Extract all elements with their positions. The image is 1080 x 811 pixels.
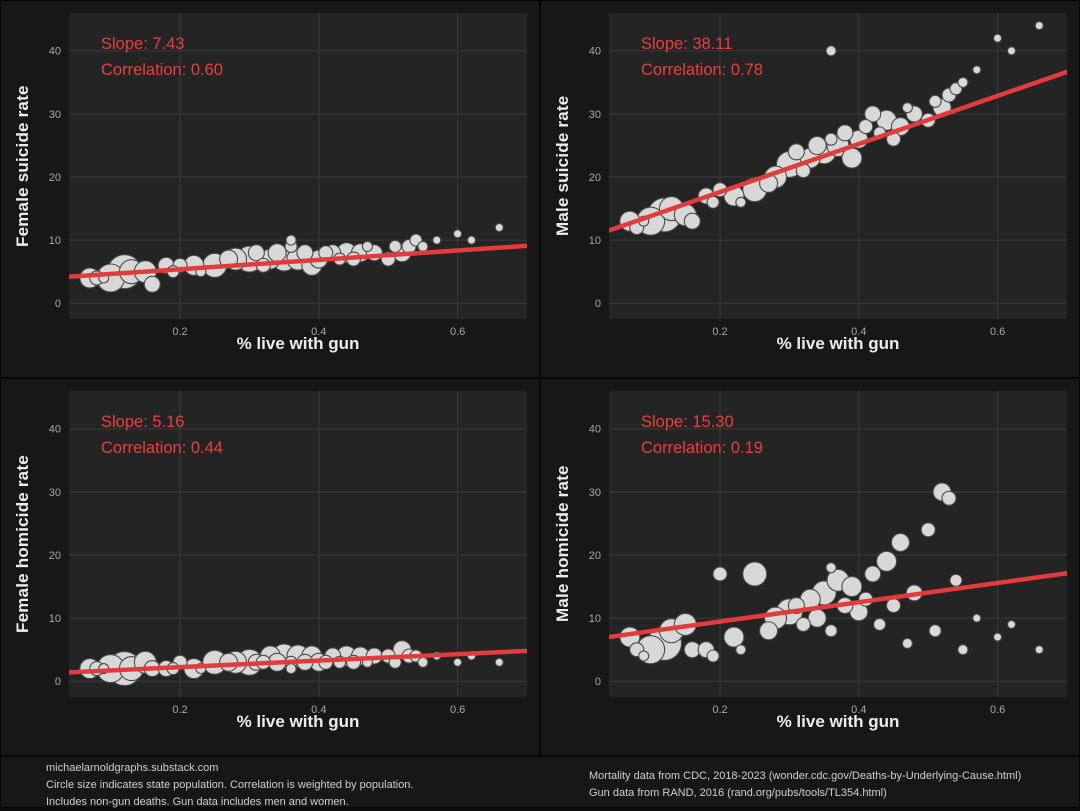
svg-text:20: 20 <box>589 172 601 184</box>
correlation-annotation: Correlation: 0.78 <box>641 61 763 79</box>
panel-female-suicide: 0 10 20 30 40 0.2 0.4 0.6 Female suicide rate S… <box>0 0 540 378</box>
y-axis-label: Male homicide rate <box>553 465 572 623</box>
slope-annotation: Slope: 15.30 <box>641 413 734 431</box>
svg-text:0.4: 0.4 <box>311 704 326 716</box>
svg-text:0.4: 0.4 <box>851 704 866 716</box>
svg-text:40: 40 <box>49 424 61 436</box>
correlation-annotation: Correlation: 0.19 <box>641 439 763 457</box>
annotation-block: Slope: 7.43 Correlation: 0.60 <box>101 31 223 83</box>
svg-text:30: 30 <box>589 487 601 499</box>
correlation-annotation: Correlation: 0.44 <box>101 439 223 457</box>
svg-text:0.2: 0.2 <box>172 704 187 716</box>
slope-annotation: Slope: 7.43 <box>101 35 185 53</box>
correlation-annotation: Correlation: 0.60 <box>101 61 223 79</box>
footer-note-deaths: Includes non-gun deaths. Gun data includ… <box>46 796 349 808</box>
y-axis-label: Female suicide rate <box>13 85 32 247</box>
svg-text:0.6: 0.6 <box>990 704 1005 716</box>
svg-text:30: 30 <box>49 109 61 121</box>
annotation-block: Slope: 5.16 Correlation: 0.44 <box>101 409 223 461</box>
svg-text:0.2: 0.2 <box>712 704 727 716</box>
svg-text:0.4: 0.4 <box>851 326 866 338</box>
panel-male-suicide: 0 10 20 30 40 0.2 0.4 0.6 Male suicide rate Slo… <box>540 0 1080 378</box>
svg-text:20: 20 <box>49 550 61 562</box>
svg-text:10: 10 <box>589 235 601 247</box>
x-axis-label: % live with gun <box>776 712 900 731</box>
y-axis-label: Male suicide rate <box>553 95 572 237</box>
svg-text:30: 30 <box>49 487 61 499</box>
footer: michaelarnoldgraphs.substack.com Circle … <box>0 756 1080 808</box>
svg-text:30: 30 <box>589 109 601 121</box>
footer-cdc-source: Mortality data from CDC, 2018-2023 (wond… <box>589 770 1022 782</box>
footer-substack-link: michaelarnoldgraphs.substack.com <box>46 762 219 774</box>
svg-text:0: 0 <box>595 298 601 310</box>
svg-text:40: 40 <box>589 46 601 58</box>
annotation-block: Slope: 38.11 Correlation: 0.78 <box>641 31 763 83</box>
annotation-block: Slope: 15.30 Correlation: 0.19 <box>641 409 763 461</box>
male-suicide-scatter-canvas: 0 10 20 30 40 0.2 0.4 0.6 <box>589 13 1067 338</box>
svg-text:10: 10 <box>49 235 61 247</box>
svg-text:0.6: 0.6 <box>990 326 1005 338</box>
x-axis-label: % live with gun <box>236 712 360 731</box>
svg-text:40: 40 <box>49 46 61 58</box>
svg-text:0.4: 0.4 <box>311 326 326 338</box>
footer-rand-source: Gun data from RAND, 2016 (rand.org/pubs/… <box>589 787 887 799</box>
y-axis-label: Female homicide rate <box>13 455 32 633</box>
x-axis-label: % live with gun <box>236 334 360 353</box>
svg-text:0.2: 0.2 <box>712 326 727 338</box>
svg-text:20: 20 <box>49 172 61 184</box>
female-suicide-scatter-canvas: 0 10 20 30 40 0.2 0.4 0.6 <box>49 13 527 338</box>
svg-text:0.2: 0.2 <box>172 326 187 338</box>
svg-text:0: 0 <box>55 298 61 310</box>
panel-female-homicide: 0 10 20 30 40 0.2 0.4 0.6 Female homicide rate … <box>0 378 540 756</box>
female-homicide-scatter-canvas: 0 10 20 30 40 0.2 0.4 0.6 <box>49 391 527 716</box>
svg-text:10: 10 <box>49 613 61 625</box>
svg-text:10: 10 <box>589 613 601 625</box>
footer-note-circle-size: Circle size indicates state population. … <box>46 779 414 791</box>
svg-text:20: 20 <box>589 550 601 562</box>
svg-text:0.6: 0.6 <box>450 704 465 716</box>
slope-annotation: Slope: 5.16 <box>101 413 185 431</box>
male-homicide-scatter-canvas: 0 10 20 30 40 0.2 0.4 0.6 <box>589 391 1067 716</box>
chart-grid: 0 10 20 30 40 0.2 0.4 0.6 Female suicide rate S… <box>0 0 1080 756</box>
footer-source-left: michaelarnoldgraphs.substack.com Circle … <box>46 760 414 811</box>
slope-annotation: Slope: 38.11 <box>641 35 733 53</box>
svg-text:0.6: 0.6 <box>450 326 465 338</box>
footer-source-right: Mortality data from CDC, 2018-2023 (wond… <box>589 768 1021 802</box>
svg-text:0: 0 <box>55 676 61 688</box>
panel-male-homicide: 0 10 20 30 40 0.2 0.4 0.6 Male homicide rate Sl… <box>540 378 1080 756</box>
svg-text:40: 40 <box>589 424 601 436</box>
x-axis-label: % live with gun <box>776 334 900 353</box>
svg-text:0: 0 <box>595 676 601 688</box>
